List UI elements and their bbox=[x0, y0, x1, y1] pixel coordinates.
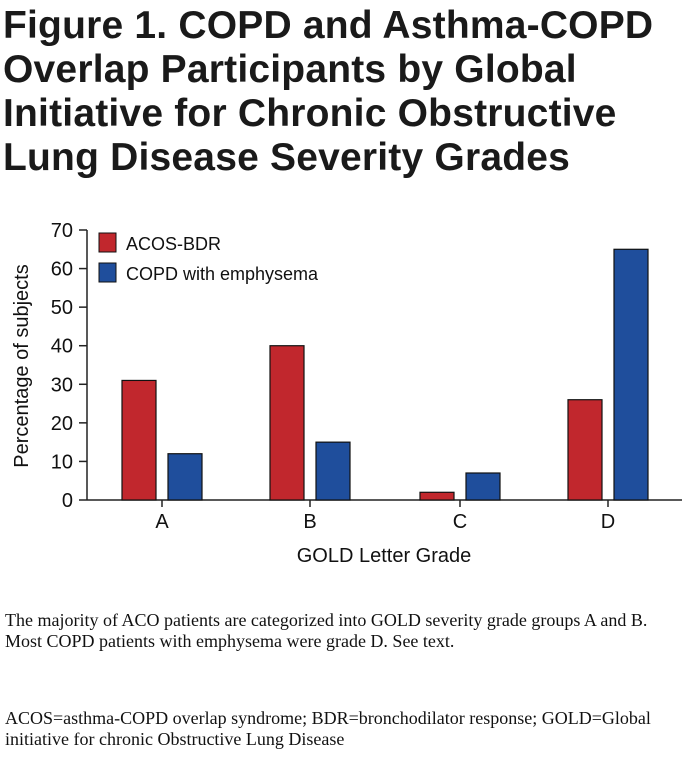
bar-copd-emphysema-d bbox=[613, 248, 649, 501]
bar-copd-emphysema-b bbox=[315, 441, 351, 501]
figure-caption: The majority of ACO patients are categor… bbox=[5, 610, 648, 651]
x-tick-label: B bbox=[303, 511, 316, 533]
y-tick-label: 60 bbox=[51, 259, 73, 281]
y-tick-label: 50 bbox=[51, 297, 73, 319]
y-tick-label: 40 bbox=[51, 336, 73, 358]
y-tick-label: 20 bbox=[51, 413, 73, 435]
y-tick-label: 10 bbox=[51, 451, 73, 473]
x-tick-label: C bbox=[453, 511, 467, 533]
bar-acos-bdr-a bbox=[121, 379, 157, 501]
y-axis-label: Percentage of subjects bbox=[11, 264, 33, 467]
x-axis-label: GOLD Letter Grade bbox=[297, 545, 472, 567]
bar-copd-emphysema-a bbox=[167, 453, 203, 501]
legend-label: COPD with emphysema bbox=[126, 264, 319, 284]
bar-chart: 0 10 20 30 40 50 60 70 A B C D ACOS-BDR COPD with em… bbox=[11, 220, 682, 567]
chart-legend: ACOS-BDR COPD with emphysema bbox=[98, 232, 319, 284]
legend-label: ACOS-BDR bbox=[126, 234, 221, 254]
chart-bars bbox=[121, 248, 649, 501]
x-tick-label: D bbox=[601, 511, 615, 533]
bar-acos-bdr-d bbox=[567, 399, 603, 501]
x-tick-label: A bbox=[155, 511, 169, 533]
y-tick-label: 0 bbox=[62, 490, 73, 512]
bar-copd-emphysema-c bbox=[465, 472, 501, 501]
legend-swatch bbox=[98, 232, 117, 253]
y-tick-label: 30 bbox=[51, 374, 73, 396]
y-tick-label: 70 bbox=[51, 220, 73, 242]
bar-acos-bdr-b bbox=[269, 345, 305, 501]
legend-swatch bbox=[98, 262, 117, 283]
figure-title: Figure 1. COPD and Asthma-COPD Overlap P… bbox=[3, 4, 654, 179]
abbreviations-note: ACOS=asthma-COPD overlap syndrome; BDR=b… bbox=[5, 708, 651, 749]
bar-acos-bdr-c bbox=[419, 491, 455, 501]
